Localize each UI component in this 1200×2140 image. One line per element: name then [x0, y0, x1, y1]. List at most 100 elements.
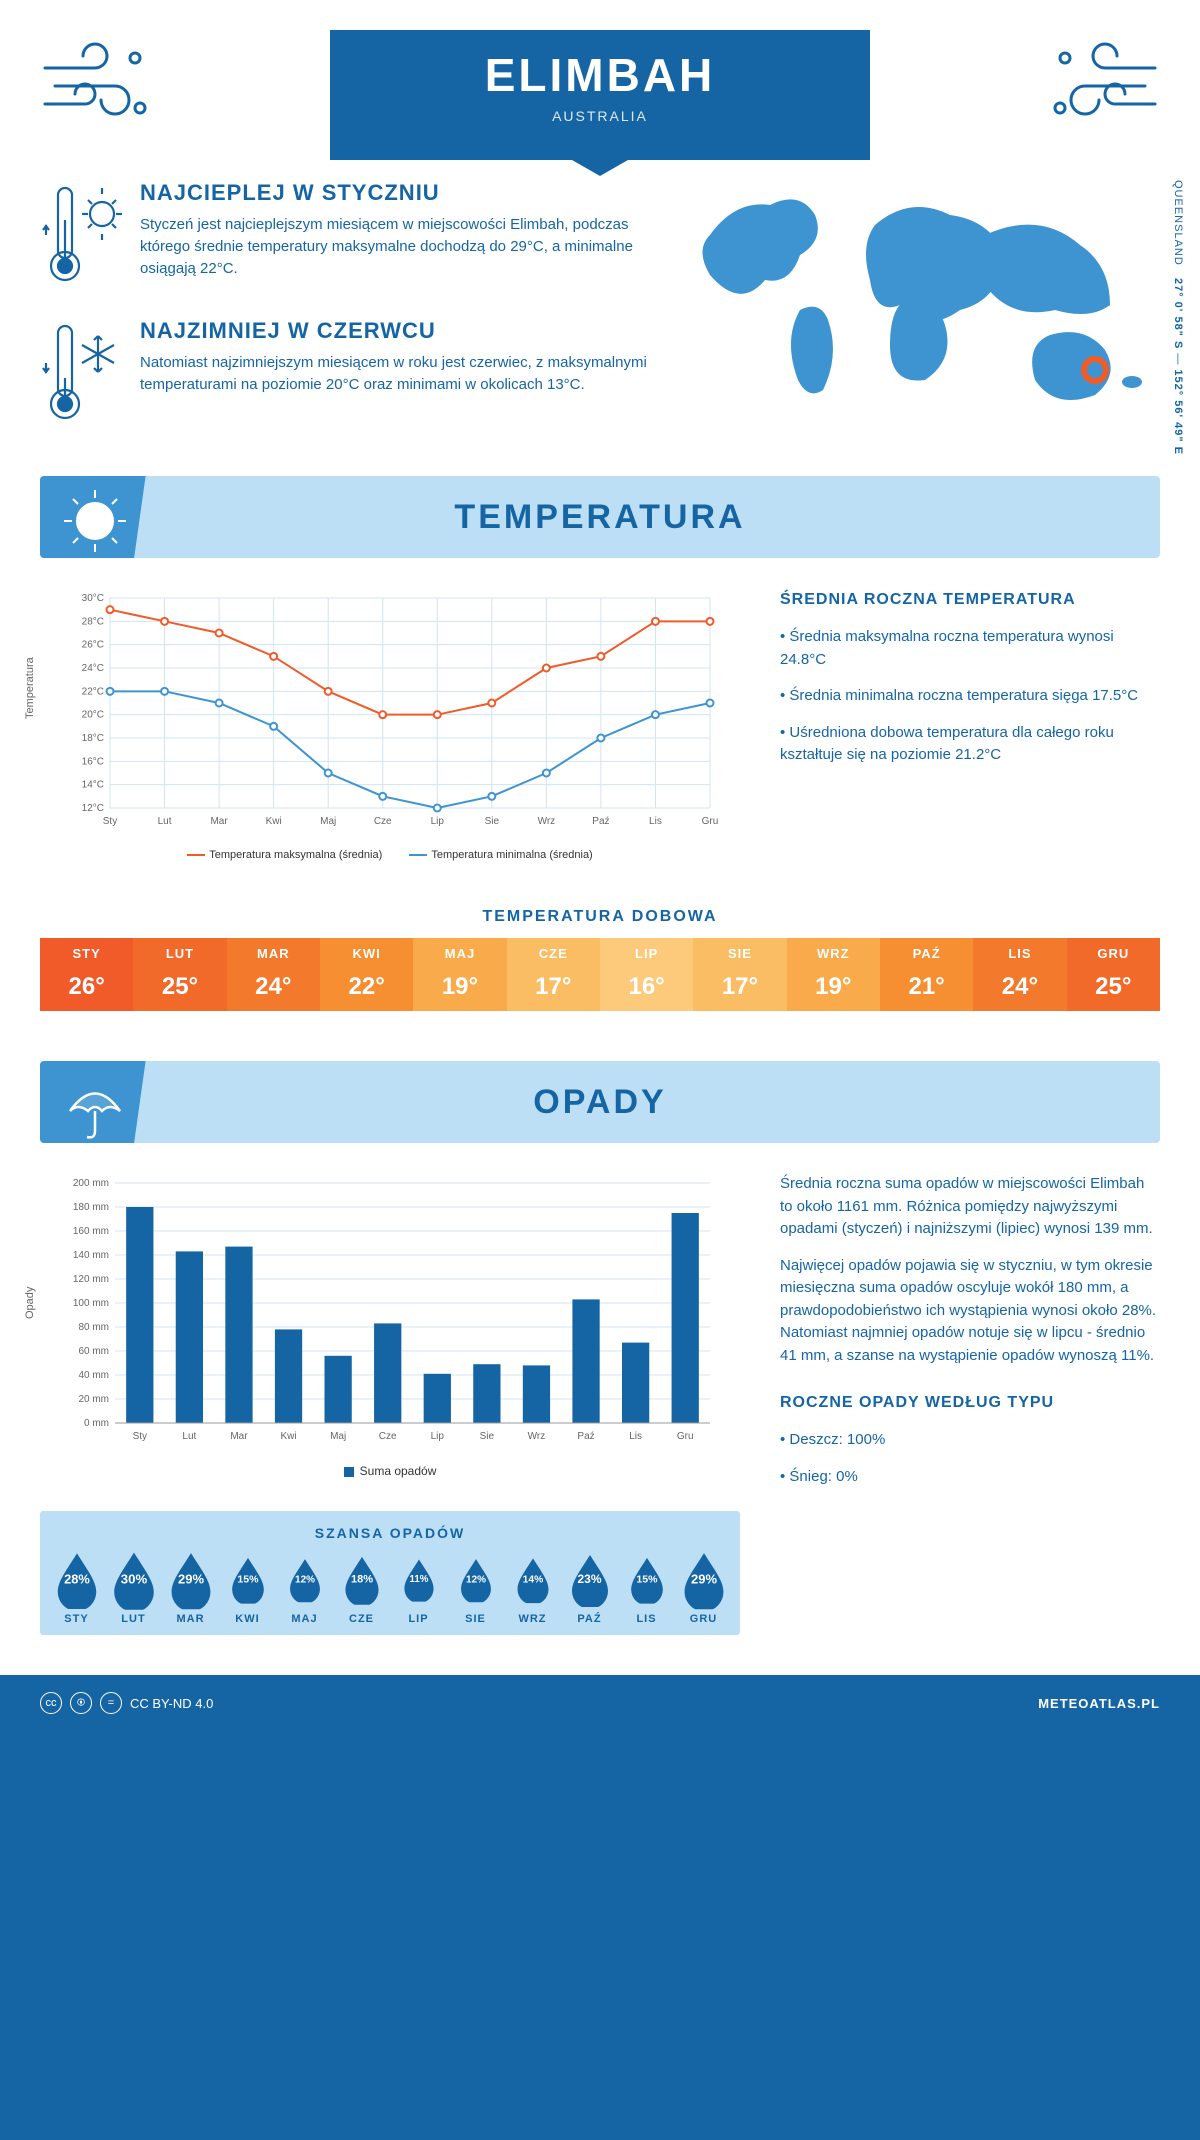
chance-drop: 18%CZE: [333, 1551, 390, 1625]
license-block: cc 🅯 = CC BY-ND 4.0: [40, 1692, 213, 1714]
precip-p2: Najwięcej opadów pojawia się w styczniu,…: [780, 1255, 1160, 1368]
world-map-column: QUEENSLAND 27° 0' 58" S — 152° 56' 49" E: [690, 180, 1160, 456]
title-ribbon: ELIMBAH AUSTRALIA: [330, 30, 870, 160]
svg-text:100 mm: 100 mm: [73, 1298, 109, 1309]
warmest-text: Styczeń jest najcieplejszym miesiącem w …: [140, 214, 660, 279]
precipitation-chance-panel: SZANSA OPADÓW 28%STY30%LUT29%MAR15%KWI12…: [40, 1511, 740, 1635]
warmest-fact: NAJCIEPLEJ W STYCZNIU Styczeń jest najci…: [40, 180, 660, 290]
daily-temp-cell: MAR24°: [227, 938, 320, 1011]
coldest-heading: NAJZIMNIEJ W CZERWCU: [140, 318, 660, 344]
svg-text:22°C: 22°C: [82, 686, 104, 697]
daily-temp-cell: LIP16°: [600, 938, 693, 1011]
daily-temp-cell: CZE17°: [507, 938, 600, 1011]
country-subtitle: AUSTRALIA: [330, 108, 870, 124]
svg-text:14°C: 14°C: [82, 780, 104, 791]
svg-text:16°C: 16°C: [82, 756, 104, 767]
svg-text:Lut: Lut: [182, 1431, 196, 1442]
svg-text:Lut: Lut: [158, 816, 172, 827]
intro-row: NAJCIEPLEJ W STYCZNIU Styczeń jest najci…: [40, 180, 1160, 456]
precipitation-row: Opady 0 mm20 mm40 mm60 mm80 mm100 mm120 …: [40, 1173, 1160, 1635]
daily-temp-cell: STY26°: [40, 938, 133, 1011]
chance-drop: 28%STY: [48, 1551, 105, 1625]
precip-rain: • Deszcz: 100%: [780, 1429, 1160, 1452]
by-icon: 🅯: [70, 1692, 92, 1714]
svg-text:Kwi: Kwi: [266, 816, 282, 827]
chance-drop: 23%PAŹ: [561, 1551, 618, 1625]
svg-text:Maj: Maj: [320, 816, 336, 827]
svg-text:200 mm: 200 mm: [73, 1178, 109, 1189]
svg-text:18°C: 18°C: [82, 733, 104, 744]
daily-temp-title: TEMPERATURA DOBOWA: [40, 908, 1160, 926]
precip-type-heading: ROCZNE OPADY WEDŁUG TYPU: [780, 1391, 1160, 1415]
svg-text:Lip: Lip: [431, 1431, 445, 1442]
avg-temp-b2: • Średnia minimalna roczna temperatura s…: [780, 685, 1160, 708]
line-chart-svg: 12°C14°C16°C18°C20°C22°C24°C26°C28°C30°C…: [40, 588, 740, 838]
line-chart-legend: Temperatura maksymalna (średnia) Tempera…: [40, 849, 740, 861]
coldest-fact: NAJZIMNIEJ W CZERWCU Natomiast najzimnie…: [40, 318, 660, 428]
svg-text:140 mm: 140 mm: [73, 1250, 109, 1261]
svg-text:120 mm: 120 mm: [73, 1274, 109, 1285]
bar-chart-svg: 0 mm20 mm40 mm60 mm80 mm100 mm120 mm140 …: [40, 1173, 740, 1453]
daily-temp-cell: KWI22°: [320, 938, 413, 1011]
precipitation-section-banner: OPADY: [40, 1061, 1160, 1143]
svg-text:Lis: Lis: [629, 1431, 642, 1442]
bar-chart-legend: Suma opadów: [40, 1464, 740, 1478]
daily-temp-cell: WRZ19°: [787, 938, 880, 1011]
chance-title: SZANSA OPADÓW: [48, 1525, 732, 1541]
infographic-page: { "header": { "title": "ELIMBAH", "subti…: [0, 0, 1200, 1731]
daily-temp-cell: PAŹ21°: [880, 938, 973, 1011]
wind-icon-right: [1040, 38, 1160, 128]
svg-text:Paź: Paź: [592, 816, 609, 827]
svg-text:Sty: Sty: [103, 816, 117, 827]
temperature-section-banner: TEMPERATURA: [40, 476, 1160, 558]
svg-text:Wrz: Wrz: [528, 1431, 546, 1442]
svg-text:160 mm: 160 mm: [73, 1226, 109, 1237]
svg-text:20°C: 20°C: [82, 710, 104, 721]
avg-temp-heading: ŚREDNIA ROCZNA TEMPERATURA: [780, 588, 1160, 612]
world-map-icon: [690, 180, 1160, 410]
chance-drop: 29%MAR: [162, 1551, 219, 1625]
legend-max: Temperatura maksymalna (średnia): [187, 849, 382, 861]
legend-min: Temperatura minimalna (średnia): [409, 849, 592, 861]
svg-text:24°C: 24°C: [82, 663, 104, 674]
footer: cc 🅯 = CC BY-ND 4.0 METEOATLAS.PL: [0, 1675, 1200, 1731]
umbrella-icon: [60, 1071, 130, 1141]
temperature-line-chart: Temperatura 12°C14°C16°C18°C20°C22°C24°C…: [40, 588, 740, 878]
chance-drop: 11%LIP: [390, 1551, 447, 1625]
thermometer-sun-icon: [40, 180, 122, 290]
temperature-heading: TEMPERATURA: [454, 498, 745, 537]
daily-temperature-strip: STY26°LUT25°MAR24°KWI22°MAJ19°CZE17°LIP1…: [40, 938, 1160, 1011]
temp-y-axis-label: Temperatura: [24, 657, 36, 719]
city-title: ELIMBAH: [330, 48, 870, 102]
svg-text:Sie: Sie: [480, 1431, 495, 1442]
daily-temp-cell: LUT25°: [133, 938, 226, 1011]
svg-text:12°C: 12°C: [82, 803, 104, 814]
daily-temp-cell: GRU25°: [1067, 938, 1160, 1011]
chance-drop: 12%SIE: [447, 1551, 504, 1625]
chance-drops-row: 28%STY30%LUT29%MAR15%KWI12%MAJ18%CZE11%L…: [48, 1551, 732, 1625]
chance-drop: 29%GRU: [675, 1551, 732, 1625]
daily-temp-cell: LIS24°: [973, 938, 1066, 1011]
temperature-row: Temperatura 12°C14°C16°C18°C20°C22°C24°C…: [40, 588, 1160, 878]
precipitation-side-info: Średnia roczna suma opadów w miejscowośc…: [780, 1173, 1160, 1635]
svg-text:Kwi: Kwi: [280, 1431, 296, 1442]
avg-temp-b3: • Uśredniona dobowa temperatura dla całe…: [780, 722, 1160, 767]
coldest-text: Natomiast najzimniejszym miesiącem w rok…: [140, 352, 660, 396]
cc-icon: cc: [40, 1692, 62, 1714]
precipitation-bar-chart: Opady 0 mm20 mm40 mm60 mm80 mm100 mm120 …: [40, 1173, 740, 1635]
temperature-side-info: ŚREDNIA ROCZNA TEMPERATURA • Średnia mak…: [780, 588, 1160, 878]
svg-text:Cze: Cze: [379, 1431, 397, 1442]
sun-icon: [60, 486, 130, 556]
facts-column: NAJCIEPLEJ W STYCZNIU Styczeń jest najci…: [40, 180, 660, 456]
svg-text:40 mm: 40 mm: [78, 1370, 109, 1381]
coordinates-label: QUEENSLAND 27° 0' 58" S — 152° 56' 49" E: [1172, 180, 1184, 455]
svg-text:Wrz: Wrz: [538, 816, 556, 827]
svg-text:60 mm: 60 mm: [78, 1346, 109, 1357]
nd-icon: =: [100, 1692, 122, 1714]
precip-p1: Średnia roczna suma opadów w miejscowośc…: [780, 1173, 1160, 1241]
svg-text:Sty: Sty: [133, 1431, 147, 1442]
precip-y-axis-label: Opady: [24, 1287, 36, 1319]
svg-text:30°C: 30°C: [82, 593, 104, 604]
avg-temp-b1: • Średnia maksymalna roczna temperatura …: [780, 626, 1160, 671]
svg-text:80 mm: 80 mm: [78, 1322, 109, 1333]
